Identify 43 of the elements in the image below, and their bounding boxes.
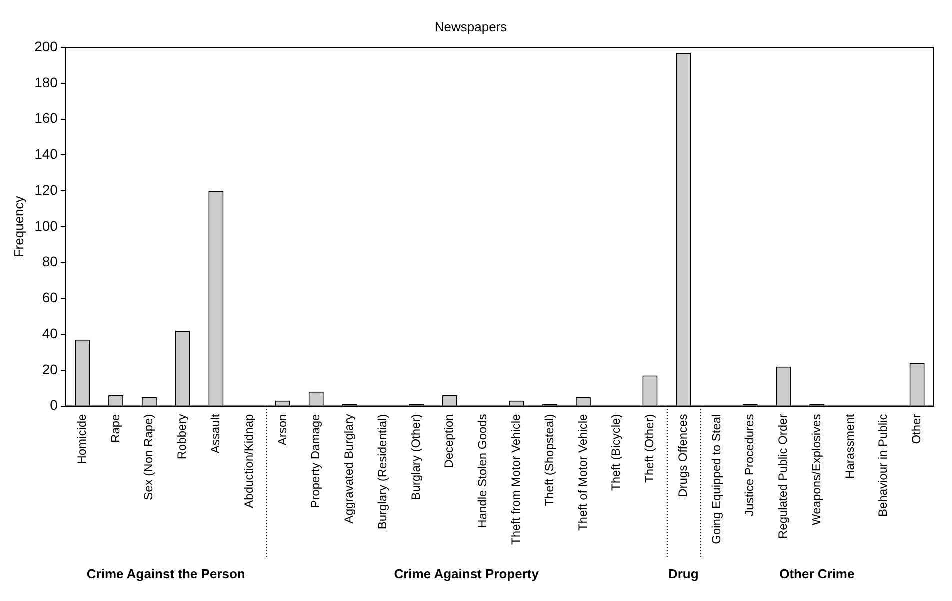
x-tick-label: Regulated Public Order (776, 414, 790, 540)
x-tick-label: Burglary (Other) (408, 414, 423, 500)
y-tick-label: 140 (34, 146, 58, 162)
x-tick-label: Sex (Non Rape) (142, 414, 156, 500)
x-tick-label: Handle Stolen Goods (476, 414, 490, 528)
x-tick-label: Justice Procedures (742, 414, 757, 516)
x-tick-label: Drugs Offences (676, 414, 690, 498)
y-axis-title: Frequency (11, 196, 26, 258)
x-tick-label: Harassment (842, 414, 857, 479)
x-tick-label: Burglary (Residential) (375, 414, 390, 530)
y-tick-label: 180 (34, 74, 58, 90)
x-tick-label: Aggravated Burglary (342, 414, 356, 524)
text: Other Crime (780, 566, 855, 582)
y-tick-label: 200 (34, 38, 58, 54)
x-tick-label: Robbery (175, 414, 190, 460)
x-tick-label: Weapons/Explosives (809, 414, 824, 526)
x-tick-label: Rape (108, 414, 122, 443)
x-tick-label: Theft (Bicycle) (609, 414, 624, 491)
text: Crime Against the Person (86, 566, 246, 582)
x-tick-label: Going Equipped to Steal (709, 414, 724, 544)
y-tick-label: 0 (50, 397, 58, 414)
x-tick-label: Property Damage (308, 414, 323, 508)
y-tick-label: 160 (34, 110, 58, 126)
x-tick-label: Behaviour in Public (876, 414, 890, 518)
x-tick-label: Abduction/Kidnap (242, 414, 256, 508)
x-tick-label: Theft (Shopsteal) (542, 414, 556, 506)
y-tick-label: 40 (42, 325, 58, 342)
y-tick-label: 120 (34, 182, 58, 198)
x-tick-label: Deception (442, 414, 456, 468)
text: Drug (668, 566, 699, 582)
y-tick-label: 60 (42, 290, 58, 306)
y-tick-label: 80 (42, 254, 58, 270)
x-tick-label: Theft (Other) (642, 414, 657, 483)
y-tick-label: 100 (34, 218, 58, 234)
y-tick-label: 20 (42, 361, 58, 378)
x-tick-label: Arson (275, 414, 290, 446)
x-tick-label: Other (910, 414, 924, 444)
x-tick-label: Theft of Motor Vehicle (576, 414, 590, 532)
text: Crime Against Property (394, 566, 540, 582)
x-tick-label: Theft from Motor Vehicle (508, 414, 523, 545)
x-tick-label: Homicide (74, 414, 89, 464)
x-tick-label: Assault (208, 414, 223, 454)
chart-title: Newspapers (434, 19, 508, 34)
